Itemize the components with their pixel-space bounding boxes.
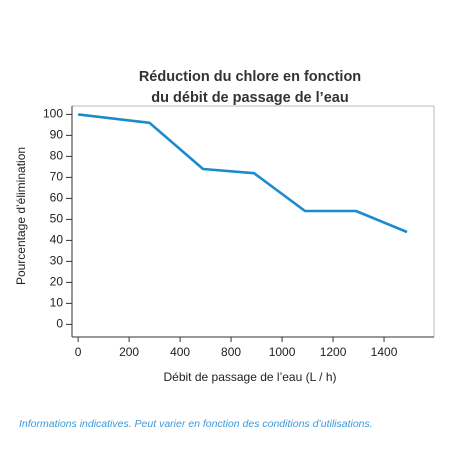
y-tick-label: 100 bbox=[43, 107, 63, 121]
y-tick-label: 70 bbox=[50, 170, 64, 184]
y-tick-label: 0 bbox=[56, 317, 63, 331]
y-tick-label: 30 bbox=[50, 254, 64, 268]
y-tick-label: 60 bbox=[50, 191, 64, 205]
y-tick-label: 80 bbox=[50, 149, 64, 163]
chart-title: du débit de passage de l’eau bbox=[151, 90, 348, 106]
x-tick-label: 1200 bbox=[320, 345, 347, 359]
y-tick-label: 20 bbox=[50, 275, 64, 289]
y-tick-label: 10 bbox=[50, 296, 64, 310]
note: Informations indicatives. Peut varier en… bbox=[19, 418, 373, 430]
x-axis-label: Débit de passage de l’eau (L / h) bbox=[164, 370, 337, 384]
chart-title: Réduction du chlore en fonction bbox=[139, 69, 361, 85]
x-tick-label: 800 bbox=[221, 345, 241, 359]
y-tick-label: 90 bbox=[50, 128, 64, 142]
x-tick-label: 400 bbox=[170, 345, 190, 359]
x-tick-label: 200 bbox=[119, 345, 139, 359]
y-tick-label: 50 bbox=[50, 212, 64, 226]
x-tick-label: 0 bbox=[75, 345, 82, 359]
x-tick-label: 1000 bbox=[269, 345, 296, 359]
x-tick-label: 1400 bbox=[371, 345, 398, 359]
y-axis-label: Pourcentage d’élimination bbox=[14, 147, 28, 285]
y-tick-label: 40 bbox=[50, 233, 64, 247]
data-line bbox=[77, 113, 408, 234]
